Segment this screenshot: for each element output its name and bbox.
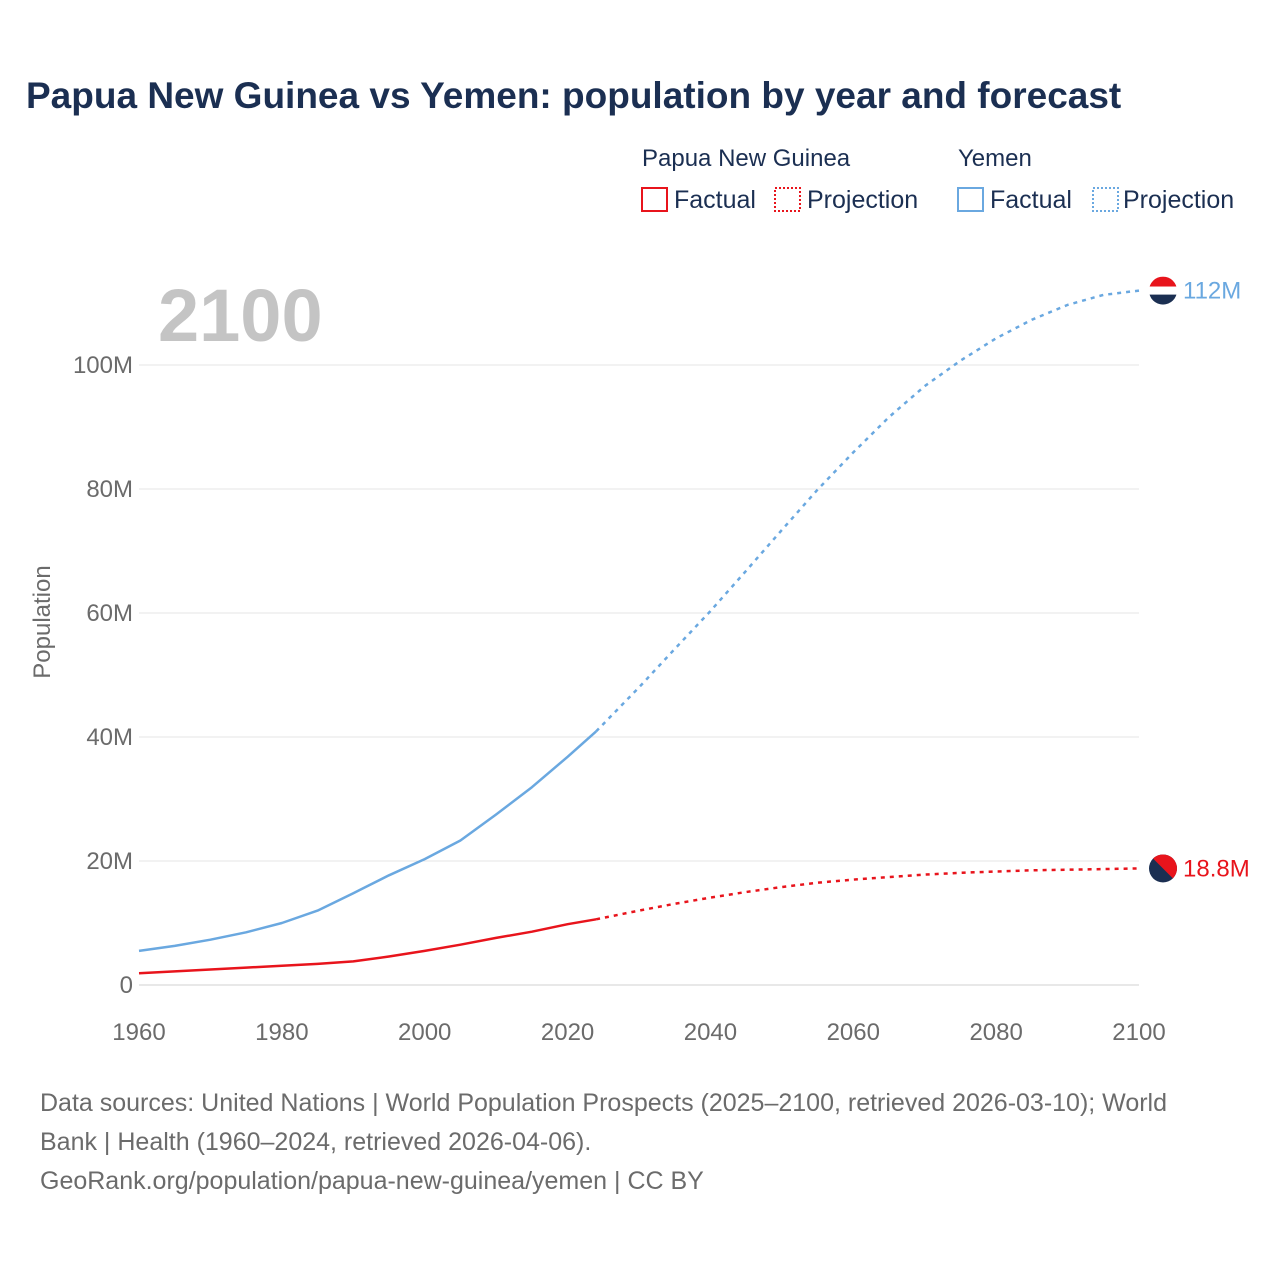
data-sources: Data sources: United Nations | World Pop… bbox=[40, 1084, 1240, 1201]
papua-new-guinea-flag-icon bbox=[1149, 854, 1177, 883]
x-tick-label: 2080 bbox=[969, 1019, 1022, 1046]
legend-png-factual-label: Factual bbox=[674, 186, 756, 214]
source-line-2: Bank | Health (1960–2024, retrieved 2026… bbox=[40, 1128, 592, 1156]
yemen-flag-icon bbox=[1149, 276, 1177, 305]
series bbox=[138, 289, 1140, 975]
source-line-1: Data sources: United Nations | World Pop… bbox=[40, 1089, 1168, 1117]
legend-yemen-factual-swatch[interactable] bbox=[957, 187, 984, 212]
legend-png-projection-label: Projection bbox=[807, 186, 918, 214]
chart-title: Papua New Guinea vs Yemen: population by… bbox=[26, 75, 1121, 116]
x-tick-label: 2060 bbox=[827, 1019, 880, 1046]
y-tick-label: 60M bbox=[86, 600, 133, 627]
legend-png-projection-swatch[interactable] bbox=[774, 187, 801, 212]
legend-png-factual-swatch[interactable] bbox=[641, 187, 668, 212]
x-axis: 1960 1980 2000 2020 2040 2060 2080 2100 bbox=[112, 1019, 1165, 1046]
legend: Papua New Guinea Factual Projection Yeme… bbox=[641, 145, 1234, 214]
end-labels: 112M 18.8M bbox=[1183, 278, 1250, 883]
y-axis: 0 20M 40M 60M 80M 100M bbox=[73, 352, 133, 999]
y-tick-label: 40M bbox=[86, 724, 133, 751]
legend-group-yemen: Yemen bbox=[958, 145, 1032, 172]
yemen-end-label: 112M bbox=[1183, 278, 1241, 305]
yemen-factual-line bbox=[138, 730, 597, 953]
papua-new-guinea-end-label: 18.8M bbox=[1183, 855, 1250, 882]
x-tick-label: 1980 bbox=[255, 1019, 308, 1046]
legend-group-png: Papua New Guinea bbox=[642, 145, 851, 172]
y-tick-label: 0 bbox=[120, 972, 133, 999]
x-tick-label: 2040 bbox=[684, 1019, 737, 1046]
legend-yemen-projection-swatch[interactable] bbox=[1092, 187, 1119, 212]
year-label: 2100 bbox=[158, 274, 323, 357]
source-line-3: GeoRank.org/population/papua-new-guinea/… bbox=[40, 1167, 704, 1195]
yemen-projection-line bbox=[595, 289, 1140, 733]
y-tick-label: 100M bbox=[73, 352, 133, 379]
papua-new-guinea-projection-line bbox=[595, 867, 1140, 921]
papua-new-guinea-factual-line bbox=[138, 918, 597, 975]
x-tick-label: 2020 bbox=[541, 1019, 594, 1046]
grid bbox=[139, 364, 1139, 986]
x-tick-label: 2000 bbox=[398, 1019, 451, 1046]
legend-yemen-factual-label: Factual bbox=[990, 186, 1072, 214]
legend-yemen-projection-label: Projection bbox=[1123, 186, 1234, 214]
x-tick-label: 1960 bbox=[112, 1019, 165, 1046]
y-tick-label: 80M bbox=[86, 476, 133, 503]
y-tick-label: 20M bbox=[86, 848, 133, 875]
y-axis-title: Population bbox=[29, 565, 56, 678]
x-tick-label: 2100 bbox=[1112, 1019, 1165, 1046]
